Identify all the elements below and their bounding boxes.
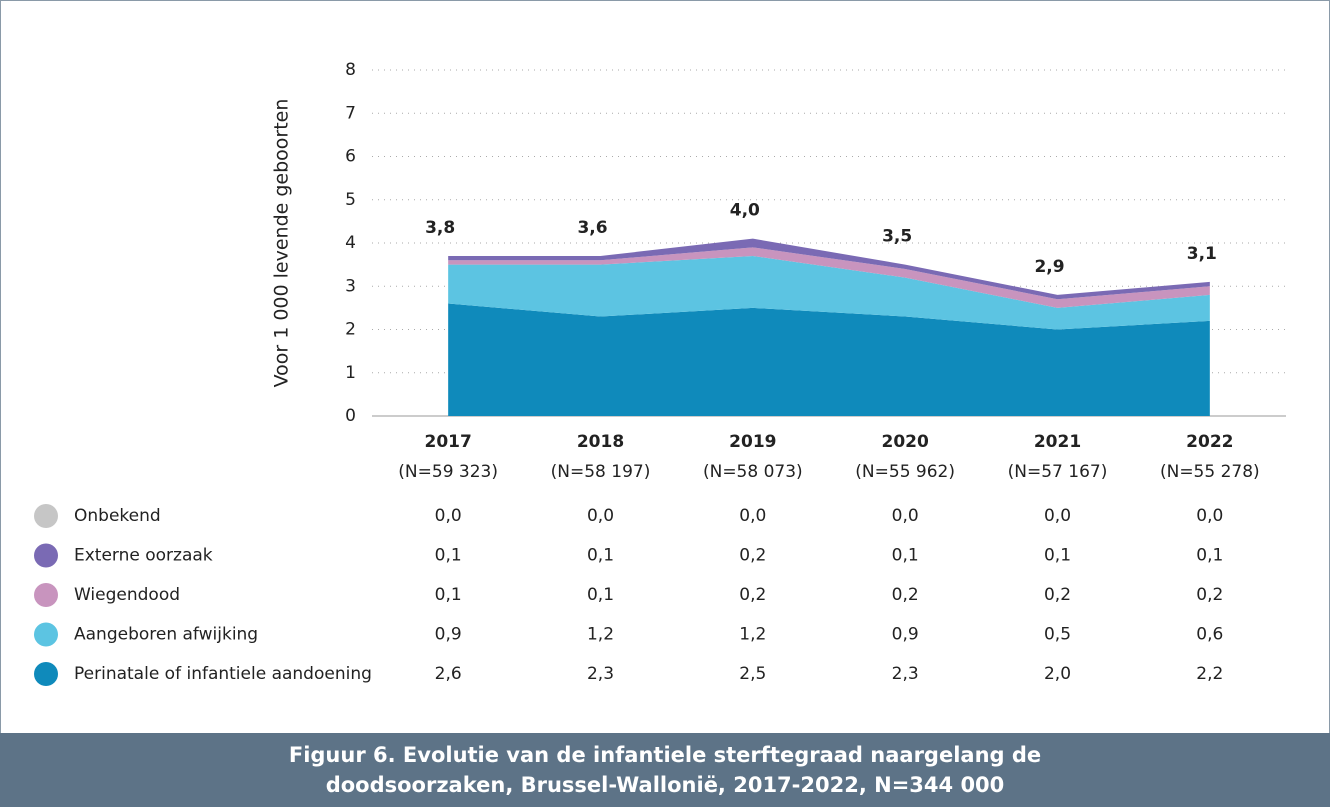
x-tick-note: (N=58 073) (703, 462, 803, 482)
y-tick-label: 6 (345, 147, 356, 167)
y-tick-label: 3 (345, 276, 356, 296)
chart-title: Figuur 6. Evolutie van de infantiele ste… (288, 743, 1042, 797)
table-value: 0,9 (892, 625, 919, 645)
table-value: 0,1 (435, 585, 462, 605)
table-value: 0,2 (1044, 585, 1071, 605)
table-value: 0,0 (587, 506, 614, 526)
x-tick-label: 2018 (577, 432, 624, 452)
table-value: 2,0 (1044, 664, 1071, 684)
legend-swatch (34, 504, 58, 528)
x-tick-note: (N=57 167) (1008, 462, 1108, 482)
table-value: 0,1 (435, 546, 462, 566)
table-value: 0,2 (739, 546, 766, 566)
table-value: 0,2 (892, 585, 919, 605)
x-tick-label: 2022 (1186, 432, 1233, 452)
table-value: 2,3 (587, 664, 614, 684)
table-value: 0,1 (1044, 546, 1071, 566)
legend-label: Onbekend (74, 506, 161, 526)
table-value: 0,1 (587, 546, 614, 566)
table-value: 0,6 (1196, 625, 1223, 645)
total-label: 4,0 (730, 201, 760, 221)
table-value: 2,3 (892, 664, 919, 684)
y-tick-label: 2 (345, 320, 356, 340)
legend-swatch (34, 622, 58, 647)
x-tick-label: 2017 (425, 432, 472, 452)
caption-band: Figuur 6. Evolutie van de infantiele ste… (0, 733, 1330, 807)
y-tick-label: 4 (345, 233, 356, 253)
area (448, 303, 1210, 416)
table-value: 0,1 (892, 546, 919, 566)
legend-label: Perinatale of infantiele aandoening (74, 664, 372, 684)
table-value: 0,0 (1044, 506, 1071, 526)
total-label: 3,1 (1187, 244, 1217, 264)
table-value: 0,1 (1196, 546, 1223, 566)
x-tick-note: (N=59 323) (398, 462, 498, 482)
table-value: 0,0 (435, 506, 462, 526)
table-value: 2,5 (739, 664, 766, 684)
table-value: 0,5 (1044, 625, 1071, 645)
legend-swatch (34, 543, 58, 568)
table-value: 2,6 (435, 664, 462, 684)
table-value: 1,2 (587, 625, 614, 645)
x-tick-label: 2019 (729, 432, 776, 452)
y-axis-label: Voor 1 000 levende geboorten (271, 99, 293, 388)
legend-label: Externe oorzaak (74, 546, 213, 566)
total-label: 3,8 (425, 218, 455, 238)
x-tick-note: (N=55 278) (1160, 462, 1260, 482)
table-value: 0,1 (587, 585, 614, 605)
table-value: 0,0 (739, 506, 766, 526)
table-value: 0,2 (739, 585, 766, 605)
y-tick-label: 0 (345, 406, 356, 426)
area (448, 247, 1210, 308)
legend-swatch (34, 583, 58, 607)
table-value: 0,0 (892, 506, 919, 526)
x-tick-label: 2020 (882, 432, 929, 452)
total-label: 3,6 (577, 218, 607, 238)
y-tick-label: 7 (345, 103, 356, 123)
x-tick-label: 2021 (1034, 432, 1081, 452)
x-tick-note: (N=58 197) (551, 462, 651, 482)
table-value: 2,2 (1196, 664, 1223, 684)
y-tick-label: 1 (345, 363, 356, 383)
table-value: 1,2 (739, 625, 766, 645)
y-tick-label: 8 (345, 60, 356, 80)
y-tick-label: 5 (345, 190, 356, 210)
legend-label: Aangeboren afwijking (74, 625, 258, 645)
table-value: 0,0 (1196, 506, 1223, 526)
total-label: 3,5 (882, 227, 912, 247)
table-value: 0,2 (1196, 585, 1223, 605)
total-label: 2,9 (1034, 257, 1064, 277)
legend-swatch (34, 662, 58, 686)
table-value: 0,9 (435, 625, 462, 645)
legend-label: Wiegendood (74, 585, 180, 605)
area (448, 255, 1210, 330)
x-tick-note: (N=55 962) (855, 462, 955, 482)
area (448, 238, 1210, 300)
